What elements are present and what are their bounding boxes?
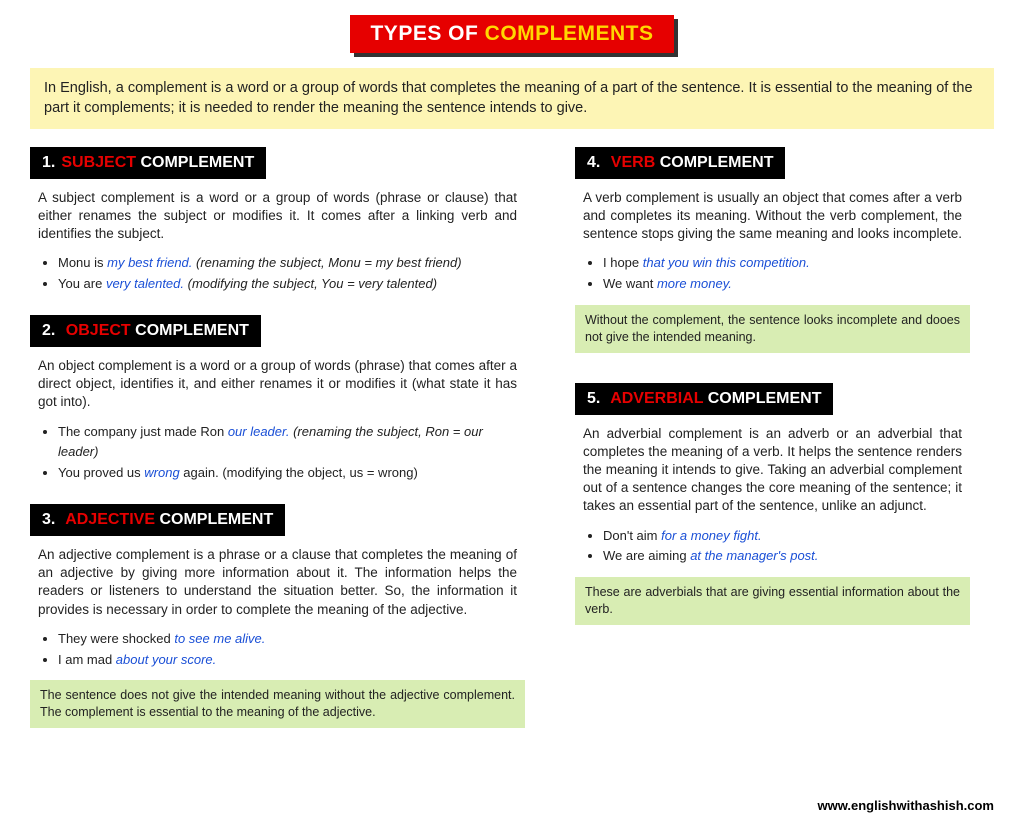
red: VERB [606, 154, 655, 171]
body-verb: A verb complement is usually an object t… [575, 189, 970, 244]
columns: 1. SUBJECT COMPLEMENT A subject complemen… [30, 147, 994, 749]
ex1: I hope that you win this competition. [603, 253, 970, 274]
note-adjective: The sentence does not give the intended … [30, 680, 525, 728]
examples-verb: I hope that you win this competition. We… [575, 253, 970, 295]
ex2: You are very talented. (modifying the su… [58, 274, 525, 295]
t: Monu is [58, 255, 107, 270]
num: 3. [42, 511, 55, 528]
t: We are aiming [603, 548, 690, 563]
rest: COMPLEMENT [131, 322, 249, 339]
note-adverbial: These are adverbials that are giving ess… [575, 577, 970, 625]
right-column: 4. VERB COMPLEMENT A verb complement is … [575, 147, 970, 749]
red: ADVERBIAL [606, 390, 703, 407]
t: The company just made Ron [58, 424, 228, 439]
title-container: TYPES OF COMPLEMENTS [30, 15, 994, 53]
title-em: COMPLEMENTS [485, 22, 654, 45]
section-verb: 4. VERB COMPLEMENT A verb complement is … [575, 147, 970, 353]
t: Don't aim [603, 528, 661, 543]
ex2: We want more money. [603, 274, 970, 295]
intro-box: In English, a complement is a word or a … [30, 68, 994, 129]
section-adverbial: 5. ADVERBIAL COMPLEMENT An adverbial com… [575, 383, 970, 625]
examples-object: The company just made Ron our leader. (r… [30, 422, 525, 484]
body-subject: A subject complement is a word or a grou… [30, 189, 525, 244]
b: my best friend. [107, 255, 192, 270]
b: our leader. [228, 424, 290, 439]
red: ADJECTIVE [61, 511, 155, 528]
main-title: TYPES OF COMPLEMENTS [350, 15, 673, 53]
n: (modifying the subject, You = very talen… [184, 276, 437, 291]
body-adverbial: An adverbial complement is an adverb or … [575, 425, 970, 516]
b: at the manager's post. [690, 548, 818, 563]
t: I am mad [58, 652, 116, 667]
body-object: An object complement is a word or a grou… [30, 357, 525, 412]
section-adjective: 3. ADJECTIVE COMPLEMENT An adjective com… [30, 504, 525, 728]
num: 5. [587, 390, 600, 407]
n: again. (modifying the object, us = wrong… [180, 465, 418, 480]
body-adjective: An adjective complement is a phrase or a… [30, 546, 525, 619]
examples-adjective: They were shocked to see me alive. I am … [30, 629, 525, 671]
b: for a money fight. [661, 528, 761, 543]
ex1: Don't aim for a money fight. [603, 526, 970, 547]
t: We want [603, 276, 657, 291]
header-adverbial: 5. ADVERBIAL COMPLEMENT [575, 383, 833, 415]
ex1: They were shocked to see me alive. [58, 629, 525, 650]
examples-adverbial: Don't aim for a money fight. We are aimi… [575, 526, 970, 568]
header-object: 2. OBJECT COMPLEMENT [30, 315, 261, 347]
ex1: The company just made Ron our leader. (r… [58, 422, 525, 464]
b: to see me alive. [174, 631, 265, 646]
rest: COMPLEMENT [136, 154, 254, 171]
header-subject: 1. SUBJECT COMPLEMENT [30, 147, 266, 179]
footer-url: www.englishwithashish.com [818, 798, 995, 813]
ex2: I am mad about your score. [58, 650, 525, 671]
b: that you win this competition. [643, 255, 810, 270]
b: wrong [144, 465, 179, 480]
left-column: 1. SUBJECT COMPLEMENT A subject complemen… [30, 147, 525, 749]
num: 2. [42, 322, 55, 339]
num: 4. [587, 154, 600, 171]
n: (renaming the subject, Monu = my best fr… [192, 255, 461, 270]
ex2: We are aiming at the manager's post. [603, 546, 970, 567]
rest: COMPLEMENT [155, 511, 273, 528]
ex2: You proved us wrong again. (modifying th… [58, 463, 525, 484]
ex1: Monu is my best friend. (renaming the su… [58, 253, 525, 274]
b: more money. [657, 276, 732, 291]
rest: COMPLEMENT [703, 390, 821, 407]
t: I hope [603, 255, 643, 270]
t: You are [58, 276, 106, 291]
examples-subject: Monu is my best friend. (renaming the su… [30, 253, 525, 295]
red: SUBJECT [61, 154, 136, 171]
section-object: 2. OBJECT COMPLEMENT An object complemen… [30, 315, 525, 484]
rest: COMPLEMENT [655, 154, 773, 171]
title-pre: TYPES OF [370, 22, 484, 45]
t: You proved us [58, 465, 144, 480]
num: 1. [42, 154, 55, 171]
section-subject: 1. SUBJECT COMPLEMENT A subject complemen… [30, 147, 525, 295]
b: very talented. [106, 276, 184, 291]
note-verb: Without the complement, the sentence loo… [575, 305, 970, 353]
b: about your score. [116, 652, 216, 667]
header-adjective: 3. ADJECTIVE COMPLEMENT [30, 504, 285, 536]
red: OBJECT [61, 322, 130, 339]
header-verb: 4. VERB COMPLEMENT [575, 147, 785, 179]
t: They were shocked [58, 631, 174, 646]
